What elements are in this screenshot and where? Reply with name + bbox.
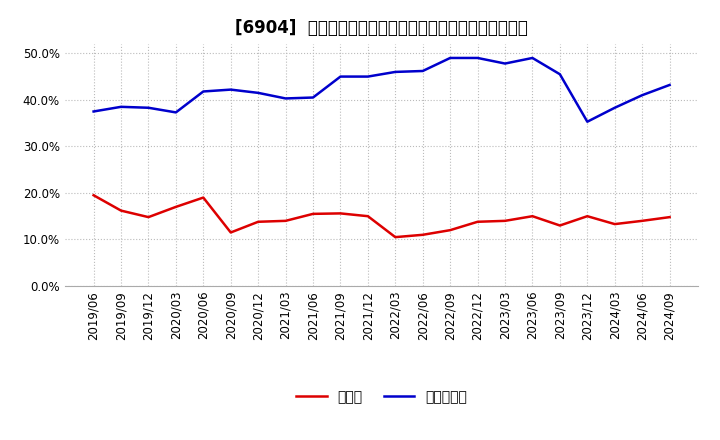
現預金 (583, 213, 592, 219)
有利子負債 (117, 104, 125, 110)
現預金 (282, 218, 290, 224)
有利子負債 (446, 55, 454, 61)
現預金 (171, 204, 180, 209)
有利子負債 (473, 55, 482, 61)
有利子負債 (556, 72, 564, 77)
現預金 (473, 219, 482, 224)
現預金 (336, 211, 345, 216)
有利子負債 (391, 69, 400, 74)
有利子負債 (638, 92, 647, 98)
現預金 (199, 195, 207, 200)
有利子負債 (500, 61, 509, 66)
現預金 (144, 214, 153, 220)
現預金 (638, 218, 647, 224)
有利子負債 (171, 110, 180, 115)
有利子負債 (226, 87, 235, 92)
Line: 現預金: 現預金 (94, 195, 670, 237)
現預金 (418, 232, 427, 238)
現預金 (309, 211, 318, 216)
有利子負債 (611, 105, 619, 110)
現預金 (556, 223, 564, 228)
有利子負債 (665, 82, 674, 88)
有利子負債 (282, 96, 290, 101)
現預金 (226, 230, 235, 235)
有利子負債 (336, 74, 345, 79)
有利子負債 (418, 68, 427, 73)
現預金 (391, 235, 400, 240)
現預金 (528, 213, 537, 219)
Line: 有利子負債: 有利子負債 (94, 58, 670, 122)
有利子負債 (89, 109, 98, 114)
有利子負債 (254, 90, 263, 95)
現預金 (254, 219, 263, 224)
現預金 (500, 218, 509, 224)
現預金 (364, 213, 372, 219)
有利子負債 (364, 74, 372, 79)
現預金 (665, 214, 674, 220)
有利子負債 (309, 95, 318, 100)
現預金 (611, 221, 619, 227)
現預金 (89, 193, 98, 198)
有利子負債 (144, 105, 153, 110)
Title: [6904]  現預金、有利子負債の総資産に対する比率の推移: [6904] 現預金、有利子負債の総資産に対する比率の推移 (235, 19, 528, 37)
有利子負債 (528, 55, 537, 61)
現預金 (446, 227, 454, 233)
Legend: 現預金, 有利子負債: 現預金, 有利子負債 (290, 385, 473, 410)
有利子負債 (199, 89, 207, 94)
有利子負債 (583, 119, 592, 125)
現預金 (117, 208, 125, 213)
